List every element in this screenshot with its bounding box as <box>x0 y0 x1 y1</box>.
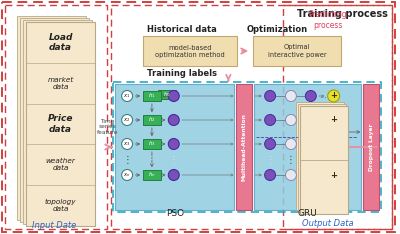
Bar <box>26 22 95 226</box>
Bar <box>300 106 348 214</box>
Circle shape <box>286 139 296 150</box>
Bar <box>5 5 107 229</box>
Text: Training labels: Training labels <box>147 69 217 77</box>
Text: ...: ... <box>319 116 327 124</box>
Text: Price
data: Price data <box>48 114 73 134</box>
Text: +: + <box>330 116 337 124</box>
Text: Load
data: Load data <box>48 33 73 52</box>
Bar <box>143 139 161 149</box>
Text: ⋮: ⋮ <box>306 154 316 165</box>
Text: +: + <box>330 171 337 179</box>
Circle shape <box>122 139 132 150</box>
Bar <box>253 36 340 66</box>
Text: Optimization: Optimization <box>246 26 307 34</box>
Bar <box>17 16 86 220</box>
Bar <box>254 84 362 210</box>
Text: $x_n$: $x_n$ <box>124 171 131 179</box>
Bar <box>158 90 176 99</box>
Bar <box>26 22 95 226</box>
Circle shape <box>168 139 179 150</box>
Text: $x_1$: $x_1$ <box>124 92 131 100</box>
Circle shape <box>328 90 340 102</box>
Circle shape <box>265 114 276 125</box>
Bar <box>143 36 237 66</box>
Bar <box>143 115 161 125</box>
Text: Predicting
process: Predicting process <box>308 10 347 30</box>
Text: Dropout Layer: Dropout Layer <box>369 123 374 171</box>
Circle shape <box>305 114 316 125</box>
Bar <box>364 84 379 210</box>
Circle shape <box>286 114 296 125</box>
Text: market
data: market data <box>48 77 74 90</box>
Bar <box>115 84 234 210</box>
Circle shape <box>305 139 316 150</box>
Text: +: + <box>330 91 337 100</box>
Circle shape <box>168 114 179 125</box>
Text: $x_3$: $x_3$ <box>124 140 131 148</box>
Text: topology
data: topology data <box>45 199 76 212</box>
Text: ...: ... <box>319 91 327 100</box>
Text: ⋮: ⋮ <box>265 154 275 165</box>
Bar <box>20 18 89 222</box>
Circle shape <box>168 91 179 102</box>
Text: ⋮: ⋮ <box>147 154 157 165</box>
Text: $x_2$: $x_2$ <box>124 116 131 124</box>
Circle shape <box>265 139 276 150</box>
Text: PSO: PSO <box>166 209 184 219</box>
Circle shape <box>265 91 276 102</box>
Bar <box>113 82 381 212</box>
Circle shape <box>168 169 179 180</box>
Bar <box>143 91 161 101</box>
Bar <box>236 84 252 210</box>
Text: Time
series
feature: Time series feature <box>96 119 118 135</box>
Bar <box>23 20 92 224</box>
Circle shape <box>265 169 276 180</box>
Bar <box>283 5 392 229</box>
Text: Input Date: Input Date <box>32 222 77 230</box>
Text: Output Data: Output Data <box>302 219 354 228</box>
Bar <box>111 5 392 229</box>
Circle shape <box>328 114 340 126</box>
Text: $h_3$: $h_3$ <box>148 139 156 148</box>
Circle shape <box>286 169 296 180</box>
Text: Training process: Training process <box>297 9 388 19</box>
Text: Multihead-Attention: Multihead-Attention <box>242 113 247 181</box>
Text: $h_0$: $h_0$ <box>163 90 171 99</box>
Text: ...: ... <box>319 171 327 179</box>
Text: $h_2$: $h_2$ <box>148 116 156 124</box>
Circle shape <box>305 169 316 180</box>
Text: Optimal
interactive power: Optimal interactive power <box>268 44 326 58</box>
Text: GRU: GRU <box>298 209 318 219</box>
Text: weather
data: weather data <box>46 158 76 171</box>
Bar <box>296 102 344 210</box>
Circle shape <box>122 114 132 125</box>
Circle shape <box>328 169 340 181</box>
Circle shape <box>122 169 132 180</box>
Circle shape <box>286 91 296 102</box>
Bar <box>298 104 346 212</box>
Text: Historical data: Historical data <box>147 26 217 34</box>
Text: model-based
optimization method: model-based optimization method <box>155 44 224 58</box>
Text: ⋮: ⋮ <box>286 154 296 165</box>
Text: ⋮: ⋮ <box>122 154 132 165</box>
Text: ⋮: ⋮ <box>169 154 179 165</box>
Text: $h_n$: $h_n$ <box>148 171 156 179</box>
Circle shape <box>122 91 132 102</box>
Circle shape <box>305 91 316 102</box>
Bar <box>300 106 348 214</box>
Text: $h_1$: $h_1$ <box>148 91 156 100</box>
Circle shape <box>328 139 339 150</box>
Bar <box>143 170 161 180</box>
